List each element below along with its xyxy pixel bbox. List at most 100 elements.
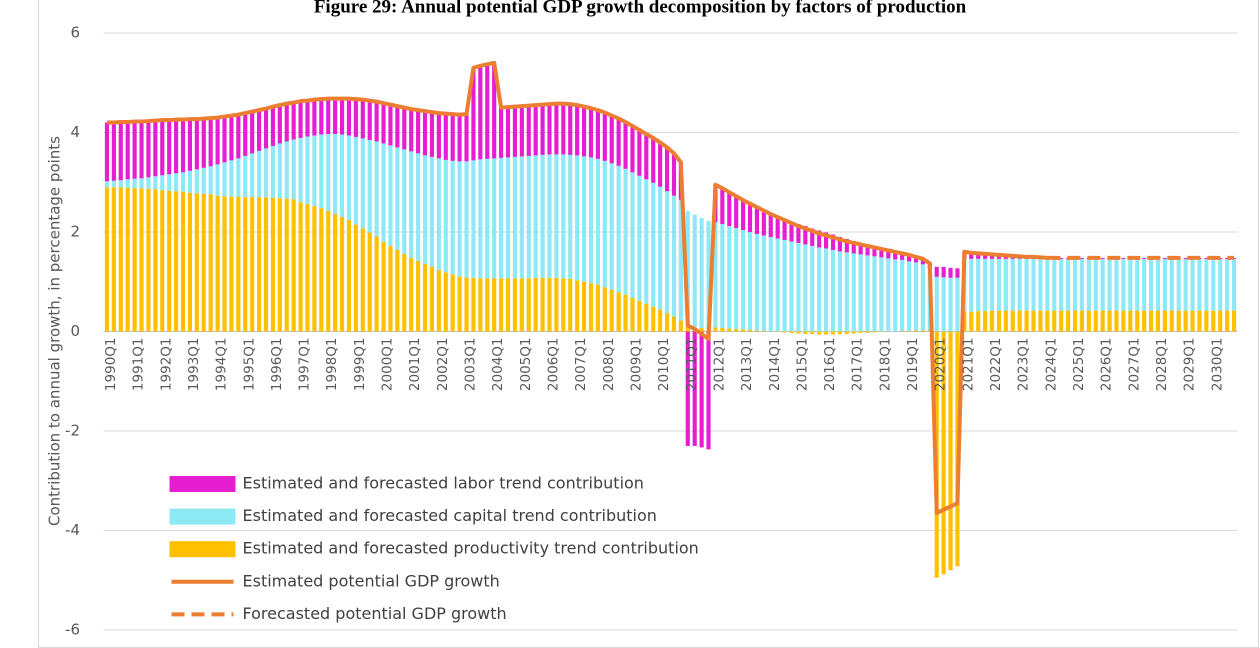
bar: [658, 309, 663, 332]
bar: [900, 253, 905, 260]
bar: [1079, 257, 1084, 259]
bar: [844, 331, 849, 334]
bar: [1169, 258, 1174, 311]
bar: [1086, 310, 1091, 332]
bar: [969, 252, 974, 259]
bar: [706, 221, 711, 329]
bar: [118, 122, 123, 181]
bar: [1066, 258, 1071, 311]
bar: [464, 161, 469, 278]
bar: [920, 258, 925, 265]
bar: [104, 181, 110, 188]
bar: [1197, 258, 1202, 311]
bar: [1072, 258, 1078, 311]
bar: [782, 219, 787, 240]
bar: [443, 113, 448, 160]
bar: [941, 331, 946, 575]
bar: [346, 220, 352, 332]
bar: [478, 65, 483, 160]
bar: [1155, 310, 1161, 332]
bar: [568, 104, 573, 155]
bar: [464, 277, 469, 332]
bar: [1093, 310, 1098, 332]
bar: [872, 246, 877, 257]
bar: [1107, 310, 1112, 332]
bar: [1218, 310, 1223, 332]
bar: [395, 106, 400, 148]
bar: [409, 151, 414, 258]
bar: [353, 224, 358, 332]
bar: [588, 108, 594, 158]
x-tick-label: 2014Q1: [767, 338, 783, 392]
bar: [734, 196, 739, 229]
bar: [913, 262, 919, 331]
bar: [706, 331, 711, 450]
bar: [837, 331, 842, 334]
x-tick-label: 2029Q1: [1182, 338, 1198, 392]
bar: [492, 158, 497, 279]
bar: [664, 313, 670, 332]
bar: [422, 155, 428, 264]
bar: [893, 259, 898, 332]
bar: [920, 264, 925, 331]
bar: [1031, 310, 1036, 332]
x-tick-label: 1995Q1: [241, 338, 257, 392]
x-tick-label: 2000Q1: [380, 338, 396, 392]
bar: [1142, 258, 1147, 311]
bar: [381, 143, 386, 242]
bar: [858, 331, 863, 333]
bar: [208, 166, 213, 195]
bar: [291, 139, 296, 200]
bar: [1052, 310, 1057, 332]
y-tick-label: -4: [65, 521, 80, 539]
bar: [374, 101, 379, 142]
bar: [125, 179, 130, 188]
bar: [367, 100, 372, 140]
x-tick-label: 2001Q1: [407, 338, 423, 392]
bar: [1142, 310, 1147, 332]
bar: [616, 292, 621, 332]
bar: [333, 98, 338, 134]
bar: [1176, 310, 1181, 332]
bar: [374, 141, 379, 237]
bar: [160, 120, 165, 176]
bar: [678, 320, 683, 332]
bar: [388, 145, 393, 246]
bar: [485, 278, 490, 332]
bar: [215, 164, 220, 196]
bar: [955, 277, 960, 332]
bar: [146, 177, 151, 189]
bar: [450, 274, 455, 332]
bar: [360, 228, 365, 332]
bar: [360, 99, 365, 139]
bar: [969, 258, 974, 312]
bar: [478, 159, 483, 279]
bar: [505, 107, 511, 158]
bar: [699, 218, 704, 329]
bar: [422, 263, 428, 332]
bar: [1017, 310, 1022, 332]
legend-swatch: [169, 541, 236, 558]
bar: [616, 118, 621, 166]
bar: [201, 118, 206, 168]
bar: [236, 114, 241, 159]
bar: [208, 194, 213, 332]
bar: [830, 234, 836, 250]
bar: [630, 297, 635, 332]
x-tick-label: 2003Q1: [463, 338, 479, 392]
bar: [1121, 310, 1126, 332]
bar: [1052, 258, 1057, 311]
bar: [664, 147, 670, 192]
bar: [734, 329, 739, 332]
bar: [581, 281, 587, 332]
bar: [817, 230, 822, 248]
bar: [817, 331, 822, 335]
x-tick-label: 2002Q1: [435, 338, 451, 392]
bar: [913, 256, 919, 263]
bar: [388, 245, 393, 332]
bar: [499, 278, 504, 332]
bar: [1190, 310, 1195, 332]
bar: [450, 160, 455, 275]
x-tick-label: 1990Q1: [103, 338, 119, 392]
